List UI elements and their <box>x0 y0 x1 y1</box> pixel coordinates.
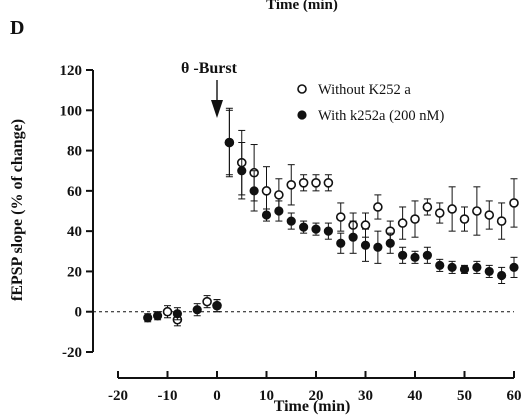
data-point <box>509 262 519 272</box>
y-tick-label: 100 <box>60 103 83 119</box>
data-point <box>373 202 383 212</box>
data-point <box>410 252 420 262</box>
theta-burst-arrow-head <box>211 100 223 118</box>
data-point <box>459 264 470 275</box>
data-point <box>472 262 482 272</box>
y-tick-label: 80 <box>67 144 82 160</box>
data-point <box>422 250 432 260</box>
annotation-layer: θ -Burst <box>181 60 238 118</box>
legend: Without K252 a With k252a (200 nM) <box>297 82 444 124</box>
x-tick-label: -10 <box>158 388 178 404</box>
data-point <box>360 220 371 230</box>
y-tick-label: 120 <box>60 63 83 79</box>
x-tick-label: 30 <box>358 388 373 404</box>
legend-marker-with-k252a <box>297 110 307 120</box>
data-point <box>335 212 346 222</box>
data-point <box>435 260 445 270</box>
data-point <box>323 178 334 188</box>
x-tick-label: 0 <box>213 388 221 404</box>
theta-burst-annotation: θ -Burst <box>181 60 238 77</box>
x-tick-label: 40 <box>408 388 423 404</box>
y-tick-label: 60 <box>67 184 82 200</box>
data-point <box>323 226 333 236</box>
top-caption: Time (min) <box>266 0 338 13</box>
panel-label: D <box>10 17 24 39</box>
data-point <box>398 250 408 260</box>
data-point <box>299 222 309 232</box>
y-tick-label: -20 <box>62 345 82 361</box>
data-point <box>274 190 284 200</box>
x-tick-label: 60 <box>507 388 522 404</box>
data-point <box>397 218 408 228</box>
data-point <box>496 216 507 226</box>
x-tick-label: 10 <box>259 388 274 404</box>
x-axis-title: Time (min) <box>274 398 351 415</box>
data-point <box>336 238 346 248</box>
data-point <box>261 210 272 220</box>
y-axis-title: fEPSP slope (% of change) <box>9 119 26 301</box>
data-point <box>447 204 457 214</box>
series-layer <box>143 107 519 327</box>
data-point <box>410 214 420 224</box>
data-point <box>447 262 457 272</box>
data-point <box>459 214 470 224</box>
data-point <box>202 296 212 307</box>
x-tick-label: 50 <box>457 388 472 404</box>
y-tick-label: 20 <box>67 264 82 280</box>
data-point <box>373 242 383 252</box>
data-point <box>509 198 519 208</box>
data-point <box>212 301 222 311</box>
series-with-k252a <box>143 107 519 323</box>
data-point <box>484 210 495 220</box>
data-point <box>162 306 173 317</box>
legend-marker-without-k252a <box>297 84 307 94</box>
series-without-k252a <box>162 109 519 327</box>
data-point <box>298 178 309 188</box>
data-point <box>274 206 284 216</box>
data-point <box>286 180 297 190</box>
data-point <box>249 186 259 196</box>
data-point <box>348 232 358 242</box>
legend-label-with-k252a: With k252a (200 nM) <box>318 108 444 124</box>
x-tick-label: -20 <box>108 388 128 404</box>
x-tick-label: 20 <box>309 388 324 404</box>
y-tick-label: 40 <box>67 224 82 240</box>
data-point <box>237 166 247 176</box>
data-point <box>497 270 507 281</box>
axes: -20 0 20 40 60 80 100 120 -20 -10 0 10 20 30 40 50 60 <box>60 63 522 404</box>
y-tick-label: 0 <box>75 305 83 321</box>
data-point <box>472 206 482 216</box>
legend-label-without-k252a: Without K252 a <box>318 82 411 98</box>
data-point <box>172 309 182 319</box>
data-point <box>153 311 163 321</box>
data-point <box>143 313 153 323</box>
data-point <box>385 238 395 248</box>
data-point <box>224 137 234 148</box>
data-point <box>360 240 371 250</box>
data-point <box>286 216 296 226</box>
data-point <box>192 305 202 315</box>
data-point <box>422 202 433 212</box>
data-point <box>311 224 321 234</box>
data-point <box>311 178 321 188</box>
data-point <box>261 186 272 196</box>
data-point <box>484 266 494 277</box>
data-point <box>434 208 445 218</box>
